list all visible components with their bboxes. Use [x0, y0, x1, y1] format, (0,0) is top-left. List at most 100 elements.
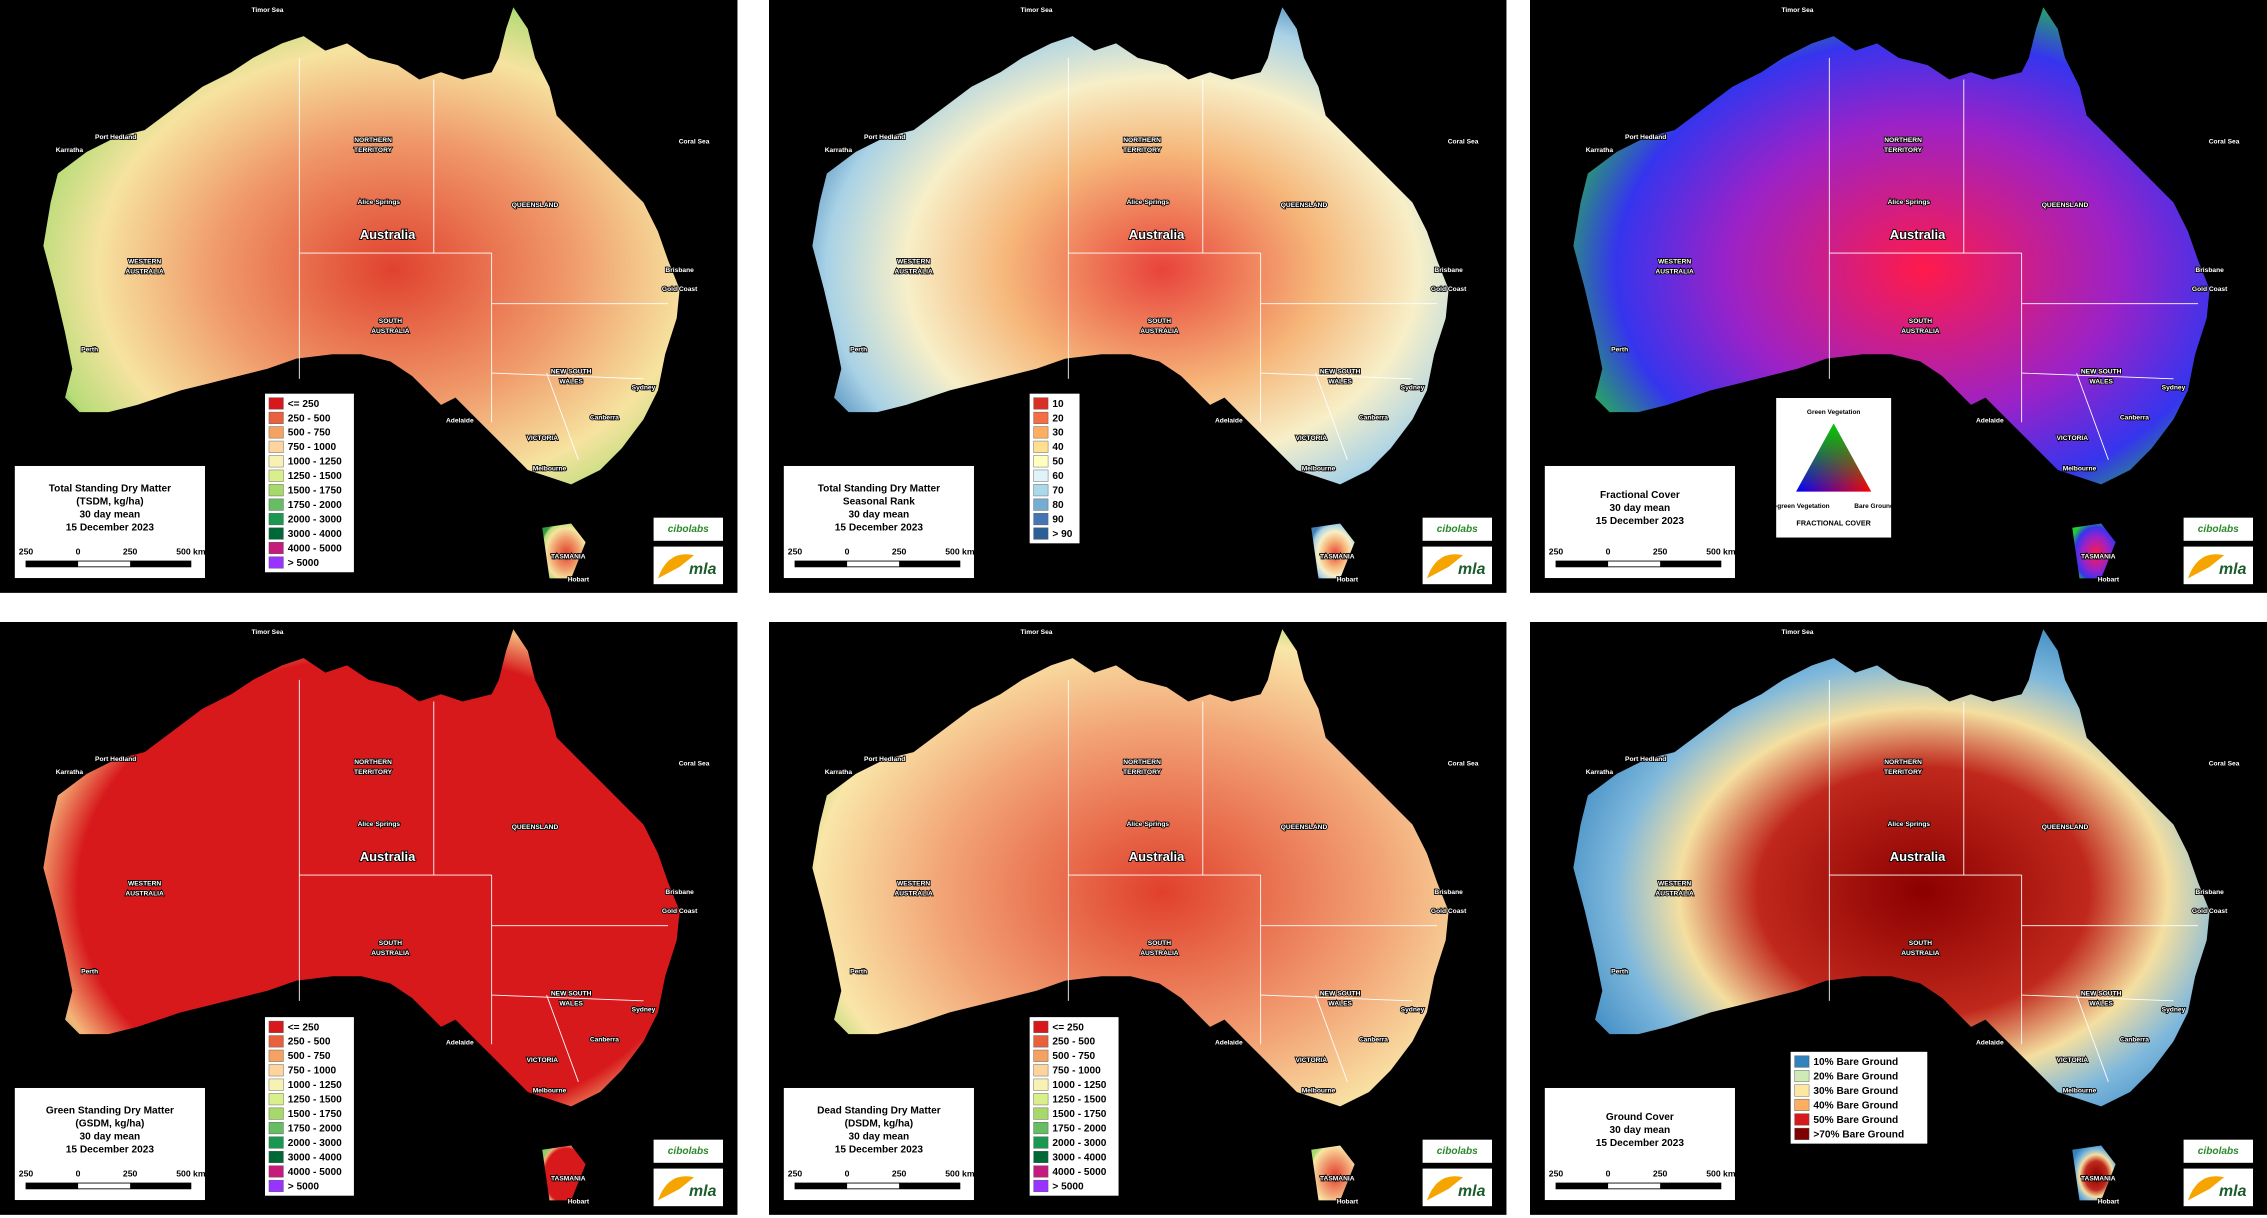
place-label: Timor Sea — [1021, 629, 1053, 636]
legend-swatch — [1033, 498, 1049, 511]
legend-label: 50% Bare Ground — [1813, 1115, 1898, 1126]
place-label: VICTORIA — [526, 1057, 558, 1064]
legend-label: 50 — [1052, 457, 1064, 468]
place-label: Australia — [360, 849, 416, 864]
scale-bar-segment — [1556, 1183, 1609, 1189]
scale-bar-segment — [899, 1183, 960, 1189]
place-label: QUEENSLAND — [1281, 824, 1328, 831]
legend-swatch — [268, 469, 284, 482]
title-line: Total Standing Dry Matter — [49, 483, 171, 494]
place-label: Canberra — [2120, 415, 2149, 422]
place-label: Perth — [1611, 969, 1628, 976]
legend-label: 80 — [1052, 500, 1064, 511]
legend-box — [1789, 1051, 1929, 1145]
legend-swatch — [1033, 484, 1049, 497]
place-label: Timor Sea — [1782, 629, 1814, 636]
place-label: Brisbane — [1434, 267, 1463, 274]
legend-swatch — [1033, 1122, 1049, 1135]
map-panel: Timor Sea Coral Sea Australia NORTHERN TERRI… — [0, 622, 738, 1215]
scale-label: 250 — [1653, 547, 1668, 557]
legend-label: >70% Bare Ground — [1813, 1129, 1904, 1140]
logo-box — [1422, 517, 1492, 541]
place-label: TERRITORY — [1884, 769, 1923, 776]
place-label: Port Hedland — [864, 134, 905, 141]
place-label: Port Hedland — [1625, 134, 1666, 141]
logo-box — [653, 517, 723, 541]
place-label: Sydney — [1401, 1006, 1425, 1013]
legend-label: 40% Bare Ground — [1813, 1100, 1898, 1111]
place-label: Australia — [1890, 849, 1946, 864]
legend-swatch — [1033, 411, 1049, 424]
place-label: AUSTRALIA — [1901, 950, 1940, 957]
place-label: Coral Sea — [1448, 138, 1479, 145]
scale-label: 250 — [788, 1169, 803, 1179]
place-label: Gold Coast — [1431, 908, 1467, 915]
legend-label: 750 - 1000 — [288, 442, 337, 453]
legend-swatch — [268, 484, 284, 497]
place-label: Port Hedland — [1625, 756, 1666, 763]
place-label: TERRITORY — [1123, 769, 1162, 776]
legend-label: 1250 - 1500 — [1052, 1095, 1106, 1106]
logo-swoosh — [2187, 554, 2225, 579]
title-line: 30 day mean — [1610, 1125, 1671, 1136]
place-label: VICTORIA — [1295, 1057, 1327, 1064]
title-line: Ground Cover — [1606, 1112, 1674, 1123]
place-label: Brisbane — [2195, 889, 2224, 896]
legend-swatch — [1033, 1035, 1049, 1048]
place-label: Brisbane — [665, 889, 694, 896]
place-label: AUSTRALIA — [1655, 269, 1694, 276]
title-box — [783, 465, 975, 579]
title-box — [14, 465, 206, 579]
legend-label: > 90 — [1052, 529, 1072, 540]
scale-label: 500 km — [176, 547, 206, 557]
logo-box — [653, 1139, 723, 1163]
place-label: Canberra — [590, 415, 619, 422]
legend-label: 1500 - 1750 — [1052, 1109, 1106, 1120]
legend-swatch — [268, 542, 284, 555]
place-label: SOUTH — [1148, 318, 1171, 325]
legend-swatch — [268, 411, 284, 424]
legend-label: 1250 - 1500 — [288, 1095, 342, 1106]
place-label: Australia — [1129, 849, 1185, 864]
place-label: QUEENSLAND — [1281, 202, 1328, 209]
title-line: Fractional Cover — [1600, 490, 1680, 501]
state-border — [491, 372, 644, 380]
title-line: Dead Standing Dry Matter — [817, 1105, 941, 1116]
title-line: 15 December 2023 — [66, 522, 155, 533]
legend-label: > 5000 — [288, 558, 320, 569]
place-label: Australia — [1129, 227, 1185, 242]
place-label: Karratha — [1586, 147, 1614, 154]
place-label: AUSTRALIA — [125, 891, 164, 898]
scale-label: 250 — [1653, 1169, 1668, 1179]
state-border — [1260, 372, 1413, 380]
legend-label: 250 - 500 — [288, 413, 331, 424]
place-label: WESTERN — [897, 258, 930, 265]
place-label: Melbourne — [2063, 465, 2097, 472]
place-label: TASMANIA — [2081, 1175, 2116, 1182]
place-label: Karratha — [56, 769, 84, 776]
place-label: WALES — [1328, 378, 1352, 385]
legend-swatch — [1794, 1070, 1810, 1083]
legend-label: <= 250 — [288, 399, 320, 410]
place-label: WALES — [1328, 1000, 1352, 1007]
legend-label: 1750 - 2000 — [288, 1123, 342, 1134]
legend-label: 2000 - 3000 — [1052, 1138, 1106, 1149]
scale-label: 250 — [1549, 547, 1564, 557]
place-label: WESTERN — [1658, 880, 1691, 887]
logo-text: cibolabs — [1437, 524, 1478, 535]
place-label: AUSTRALIA — [1140, 328, 1179, 335]
map-panel: Timor Sea Coral Sea Australia NORTHERN TERRI… — [1530, 0, 2267, 593]
place-label: WALES — [559, 378, 583, 385]
legend-swatch — [1033, 1151, 1049, 1164]
title-line: 30 day mean — [80, 509, 141, 520]
legend-label: 1000 - 1250 — [288, 457, 342, 468]
legend-label: 500 - 750 — [288, 428, 331, 439]
place-label: NORTHERN — [1123, 137, 1161, 144]
title-line: 30 day mean — [849, 1131, 910, 1142]
place-label: Alice Springs — [1888, 821, 1931, 828]
place-label: Brisbane — [1434, 889, 1463, 896]
legend-swatch — [1033, 527, 1049, 540]
legend-label: 3000 - 4000 — [1052, 1152, 1106, 1163]
tasmania — [1311, 1145, 1355, 1201]
place-label: Sydney — [1401, 384, 1425, 391]
